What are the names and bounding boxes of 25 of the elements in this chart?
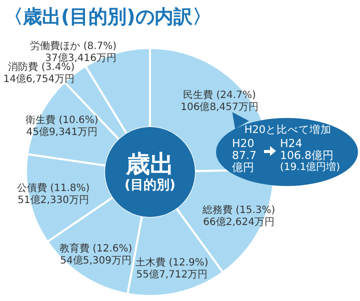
text: (目的別) — [124, 178, 176, 194]
slice-label: 公債費 (11.8%) — [16, 182, 90, 194]
chart-title: 〈歳出(目的別)の内訳〉 — [4, 5, 212, 30]
text: 歳出 — [126, 150, 174, 178]
text: 87.7 — [232, 149, 258, 162]
slice-label: 総務費 (15.3%) — [201, 204, 276, 216]
text: (19.1億円増) — [280, 162, 340, 174]
text: 45億9,341万円 — [26, 127, 98, 138]
text: 66億2,624万円 — [203, 216, 274, 228]
text: H24 — [280, 137, 304, 150]
slice-label: 衛生費 (10.6%) — [26, 114, 98, 126]
text: 億円 — [232, 161, 255, 174]
text: 54億5,309万円 — [60, 256, 132, 267]
slice-label: 民生費 (24.7%) — [183, 88, 256, 101]
text: 106.8億円 — [280, 149, 334, 162]
text: 55億7,712万円 — [136, 269, 208, 280]
slice-label: 労働費ほか (8.7%) — [30, 40, 117, 52]
slice-label: 教育費 (12.6%) — [59, 242, 132, 255]
text: H20 — [232, 137, 256, 150]
slice-label: 土木費 (12.9%) — [136, 256, 208, 268]
text: 14億6,754万円 — [3, 74, 75, 86]
text: 51億2,330万円 — [18, 194, 90, 206]
slice-label: 消防費 (3.4%) — [8, 61, 75, 74]
text: 106億8,457万円 — [180, 102, 258, 113]
text: H20と比べて増加 — [243, 124, 333, 136]
